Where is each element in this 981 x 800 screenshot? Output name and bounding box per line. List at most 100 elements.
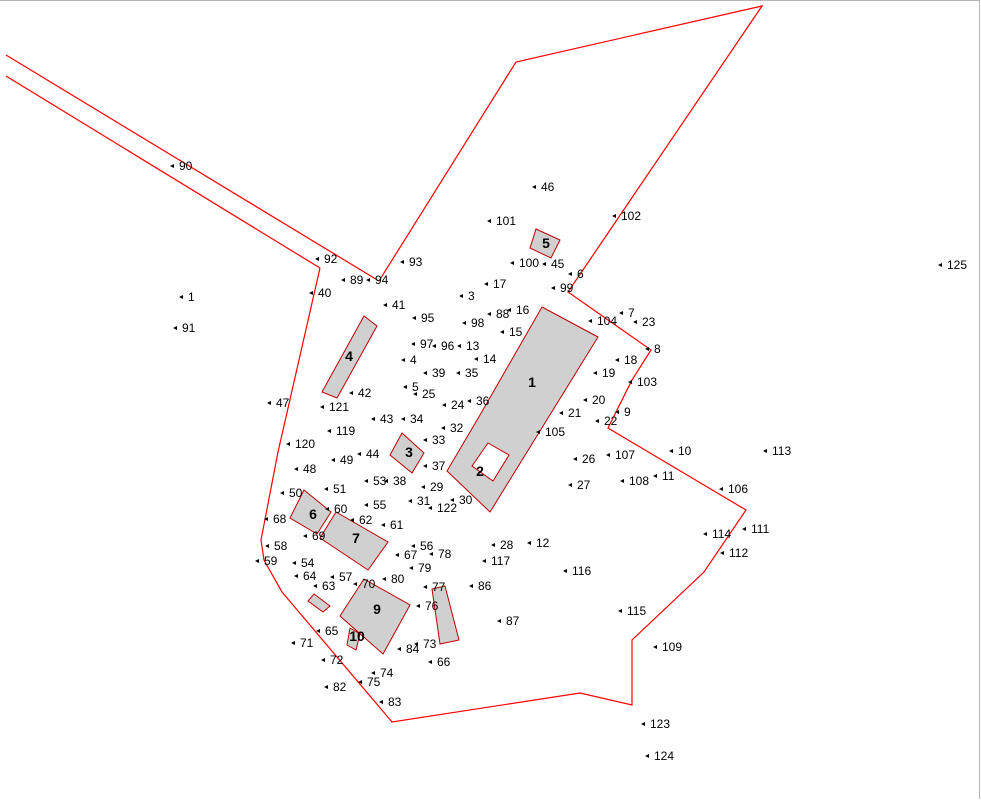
building-9[interactable]	[339, 578, 411, 655]
survey-point-14[interactable]: 14	[474, 352, 497, 366]
survey-point-87[interactable]: 87	[497, 614, 520, 628]
survey-point-125[interactable]: 125	[938, 258, 967, 272]
survey-point-10[interactable]: 10	[669, 444, 692, 458]
survey-point-94[interactable]: 94	[366, 273, 389, 287]
survey-point-28[interactable]: 28	[491, 538, 514, 552]
survey-point-84[interactable]: 84	[397, 642, 420, 656]
survey-point-103[interactable]: 103	[628, 375, 657, 389]
survey-point-53[interactable]: 53	[364, 474, 387, 488]
survey-point-121[interactable]: 121	[320, 400, 349, 414]
survey-point-23[interactable]: 23	[633, 315, 656, 329]
survey-point-100[interactable]: 100	[510, 256, 539, 270]
survey-point-13[interactable]: 13	[457, 339, 480, 353]
survey-point-29[interactable]: 29	[421, 480, 444, 494]
survey-point-67[interactable]: 67	[395, 548, 418, 562]
survey-point-111[interactable]: 111	[742, 522, 770, 536]
survey-point-27[interactable]: 27	[568, 478, 591, 492]
survey-point-104[interactable]: 104	[588, 314, 617, 328]
survey-point-30[interactable]: 30	[450, 493, 473, 507]
survey-point-58[interactable]: 58	[265, 539, 288, 553]
survey-point-6[interactable]: 6	[568, 267, 584, 281]
survey-point-99[interactable]: 99	[551, 281, 574, 295]
survey-point-117[interactable]: 117	[482, 554, 510, 568]
survey-point-74[interactable]: 74	[371, 666, 394, 680]
survey-point-24[interactable]: 24	[442, 398, 465, 412]
survey-point-71[interactable]: 71	[291, 636, 314, 650]
survey-point-31[interactable]: 31	[408, 494, 431, 508]
survey-point-42[interactable]: 42	[349, 386, 372, 400]
building-10-small[interactable]	[346, 627, 361, 651]
survey-point-79[interactable]: 79	[409, 561, 432, 575]
survey-point-46[interactable]: 46	[532, 180, 555, 194]
survey-point-64[interactable]: 64	[294, 569, 317, 583]
survey-point-40[interactable]: 40	[309, 286, 332, 300]
survey-point-90[interactable]: 90	[170, 159, 193, 173]
building-9-annex[interactable]	[431, 585, 460, 645]
survey-point-86[interactable]: 86	[469, 579, 492, 593]
survey-point-12[interactable]: 12	[527, 536, 550, 550]
building-10[interactable]	[307, 593, 331, 613]
survey-point-123[interactable]: 123	[641, 717, 670, 731]
survey-point-101[interactable]: 101	[487, 214, 516, 228]
survey-point-113[interactable]: 113	[763, 444, 791, 458]
survey-point-91[interactable]: 91	[173, 321, 196, 335]
survey-point-11[interactable]: 11	[653, 469, 675, 483]
survey-point-122[interactable]: 122	[428, 501, 457, 515]
survey-point-73[interactable]: 73	[414, 637, 437, 651]
survey-point-20[interactable]: 20	[583, 393, 606, 407]
survey-point-16[interactable]: 16	[507, 303, 530, 317]
survey-point-72[interactable]: 72	[321, 653, 344, 667]
survey-point-17[interactable]: 17	[484, 277, 507, 291]
survey-point-9[interactable]: 9	[615, 405, 631, 419]
survey-point-22[interactable]: 22	[595, 414, 618, 428]
survey-point-92[interactable]: 92	[315, 252, 338, 266]
survey-point-5[interactable]: 5	[403, 380, 419, 394]
survey-point-62[interactable]: 62	[350, 513, 373, 527]
survey-point-48[interactable]: 48	[294, 462, 317, 476]
survey-point-106[interactable]: 106	[719, 482, 748, 496]
survey-point-49[interactable]: 49	[331, 453, 354, 467]
survey-point-70[interactable]: 70	[353, 577, 376, 591]
survey-point-68[interactable]: 68	[264, 512, 287, 526]
survey-point-38[interactable]: 38	[384, 474, 407, 488]
survey-point-8[interactable]: 8	[645, 342, 661, 356]
survey-point-60[interactable]: 60	[325, 502, 348, 516]
survey-point-112[interactable]: 112	[720, 546, 748, 560]
survey-point-69[interactable]: 69	[303, 529, 326, 543]
survey-point-18[interactable]: 18	[615, 353, 638, 367]
survey-point-50[interactable]: 50	[280, 486, 303, 500]
survey-point-56[interactable]: 56	[411, 539, 434, 553]
survey-point-15[interactable]: 15	[500, 325, 523, 339]
survey-point-109[interactable]: 109	[653, 640, 682, 654]
building-7[interactable]	[319, 511, 389, 571]
survey-point-54[interactable]: 54	[292, 556, 315, 570]
survey-point-4[interactable]: 4	[401, 353, 417, 367]
survey-point-37[interactable]: 37	[423, 459, 446, 473]
survey-point-120[interactable]: 120	[286, 437, 315, 451]
survey-point-1[interactable]: 1	[179, 290, 195, 304]
survey-point-51[interactable]: 51	[324, 482, 347, 496]
survey-point-44[interactable]: 44	[357, 447, 380, 461]
survey-point-36[interactable]: 36	[467, 394, 490, 408]
survey-point-115[interactable]: 115	[618, 604, 646, 618]
survey-point-33[interactable]: 33	[423, 433, 446, 447]
building-5[interactable]	[529, 228, 561, 259]
survey-point-124[interactable]: 124	[645, 749, 674, 763]
survey-point-89[interactable]: 89	[341, 273, 364, 287]
survey-point-88[interactable]: 88	[487, 307, 510, 321]
survey-point-34[interactable]: 34	[401, 412, 424, 426]
survey-point-66[interactable]: 66	[428, 655, 451, 669]
survey-point-93[interactable]: 93	[400, 255, 423, 269]
survey-point-119[interactable]: 119	[327, 424, 355, 438]
survey-point-21[interactable]: 21	[559, 406, 582, 420]
building-6[interactable]	[289, 489, 332, 535]
survey-point-116[interactable]: 116	[563, 564, 591, 578]
building-3[interactable]	[389, 432, 425, 474]
survey-point-107[interactable]: 107	[606, 448, 635, 462]
survey-point-80[interactable]: 80	[382, 572, 405, 586]
survey-point-63[interactable]: 63	[313, 579, 336, 593]
survey-point-82[interactable]: 82	[324, 680, 347, 694]
survey-point-55[interactable]: 55	[364, 498, 387, 512]
survey-point-105[interactable]: 105	[536, 425, 565, 439]
